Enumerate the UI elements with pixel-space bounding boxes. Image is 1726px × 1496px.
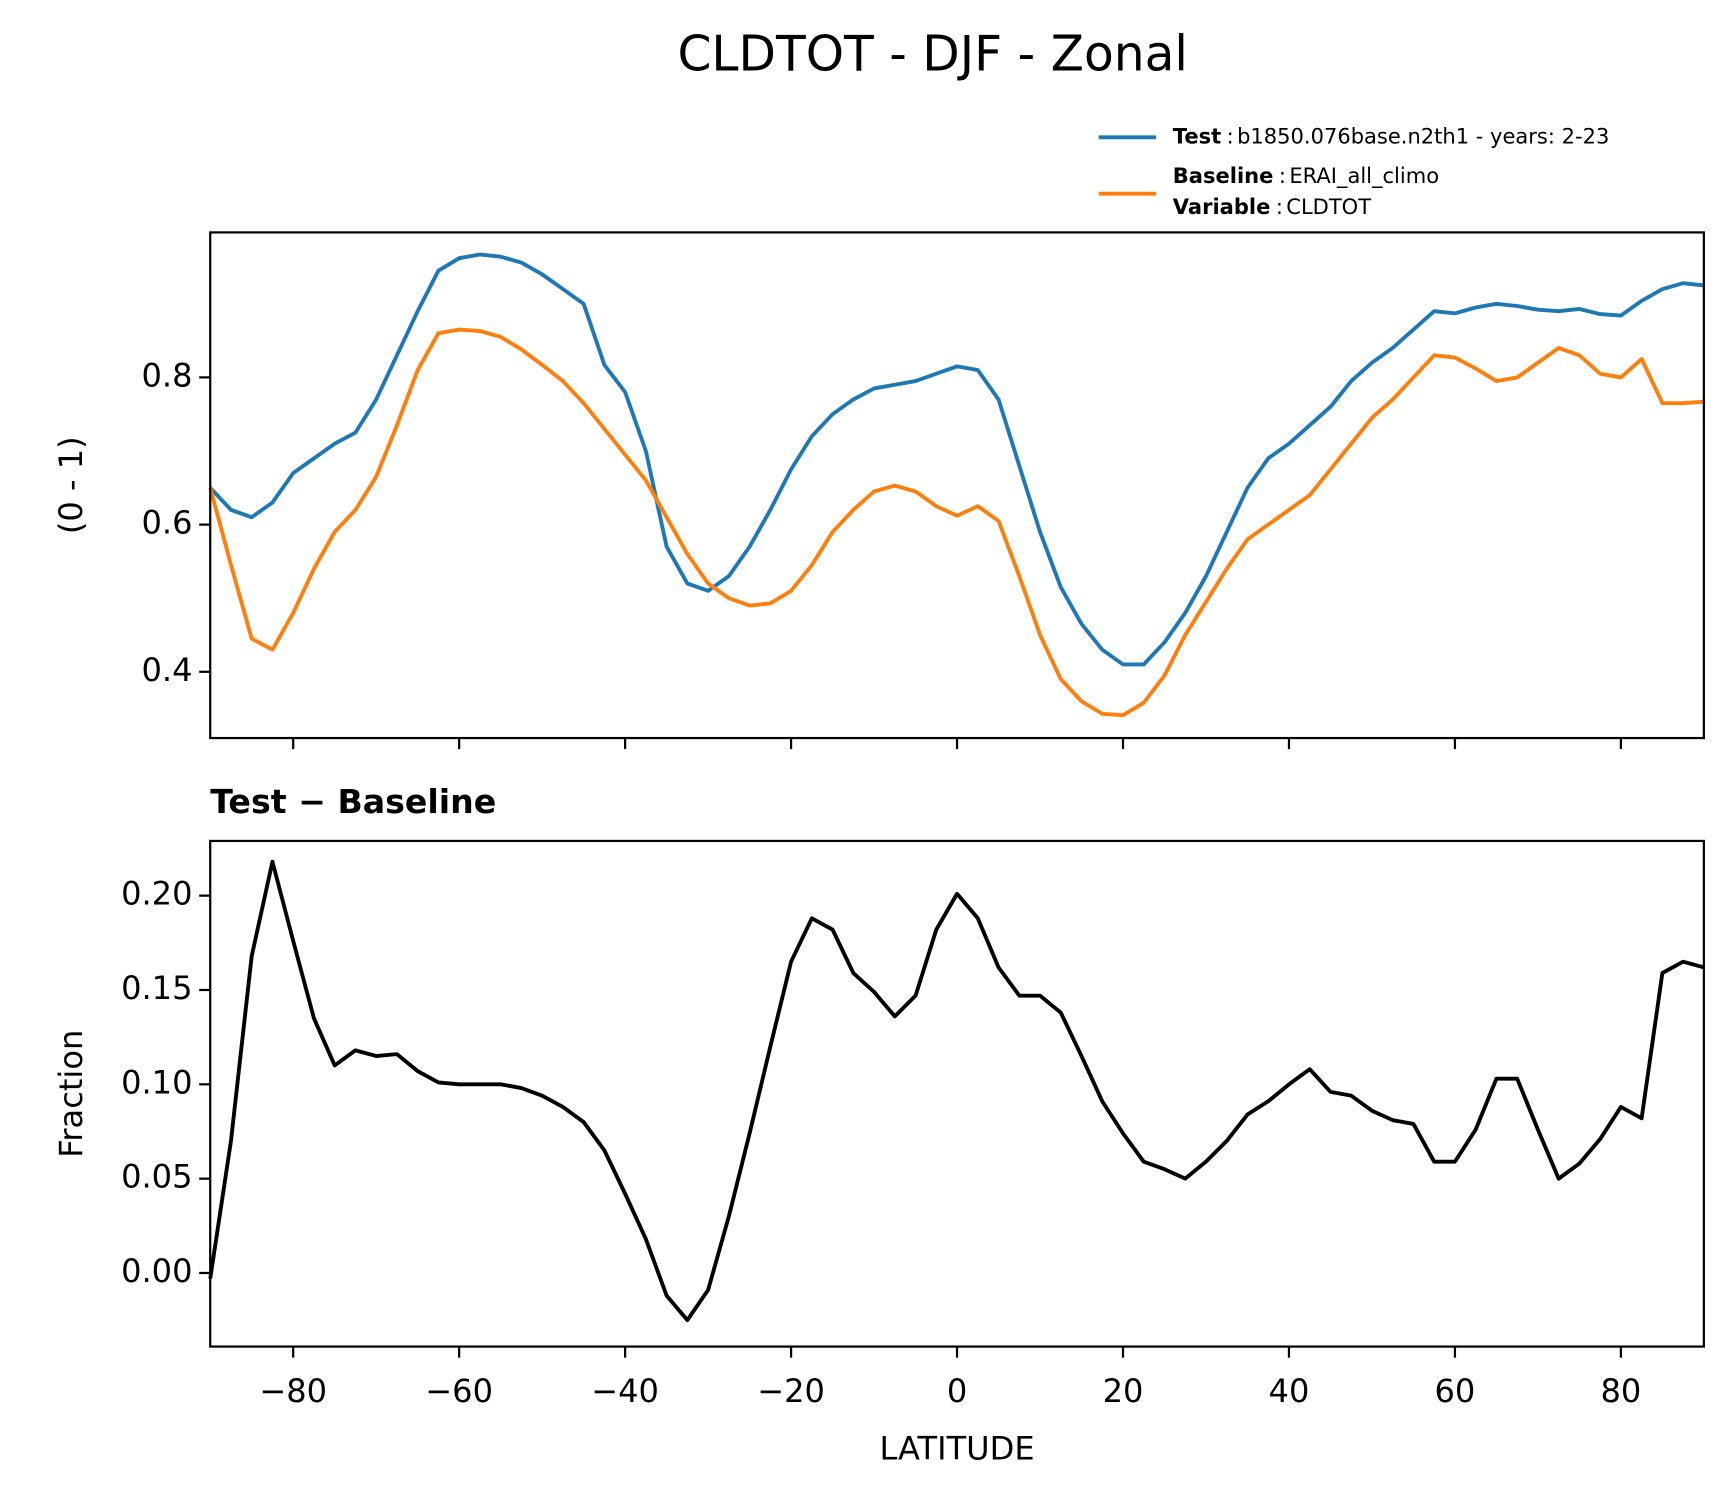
y-axis-label: (0 - 1) xyxy=(52,436,90,534)
legend-name: Baseline xyxy=(1173,163,1274,188)
legend-description: ERAI_all_climo xyxy=(1289,163,1439,188)
legend-separator: : xyxy=(1276,194,1283,219)
x-tick-label: −20 xyxy=(757,1372,825,1410)
y-tick-label: 0.00 xyxy=(121,1252,192,1290)
data-line xyxy=(208,859,1705,1323)
y-tick-label: 0.05 xyxy=(121,1158,192,1196)
subplot-title: Test − Baseline xyxy=(210,782,496,821)
legend-separator: : xyxy=(1279,163,1286,188)
x-tick-label: −80 xyxy=(259,1372,327,1410)
legend-name: Test xyxy=(1173,123,1221,148)
x-tick-label: 60 xyxy=(1435,1372,1476,1410)
figure-title: CLDTOT - DJF - Zonal xyxy=(677,27,1188,83)
data-line xyxy=(208,252,1705,667)
legend-separator: : xyxy=(1227,123,1234,148)
y-tick-label: 0.6 xyxy=(141,504,192,542)
x-axis-label: LATITUDE xyxy=(879,1430,1034,1468)
x-tick-label: −40 xyxy=(591,1372,659,1410)
y-axis-label: Fraction xyxy=(52,1030,90,1158)
y-tick-label: 0.15 xyxy=(121,969,192,1007)
legend-name: Variable xyxy=(1173,194,1271,219)
x-tick-label: 80 xyxy=(1600,1372,1641,1410)
legend-entry: Test: b1850.076base.n2th1 - years: 2-23 xyxy=(1173,123,1610,148)
y-tick-label: 0.8 xyxy=(141,356,192,394)
x-tick-label: 20 xyxy=(1103,1372,1144,1410)
plot-frame xyxy=(209,839,1705,1348)
y-tick-label: 0.20 xyxy=(121,875,192,913)
y-tick-label: 0.4 xyxy=(141,651,192,689)
legend-entry: Variable: CLDTOT xyxy=(1173,194,1371,219)
plot-frame xyxy=(209,231,1705,740)
legend-description: b1850.076base.n2th1 - years: 2-23 xyxy=(1237,123,1609,148)
y-tick-label: 0.10 xyxy=(121,1063,192,1101)
x-tick-label: −60 xyxy=(425,1372,493,1410)
legend-entry: Baseline: ERAI_all_climo xyxy=(1173,163,1439,188)
legend-description: CLDTOT xyxy=(1286,194,1371,219)
data-line xyxy=(208,327,1705,718)
x-tick-label: 40 xyxy=(1269,1372,1310,1410)
x-tick-label: 0 xyxy=(947,1372,967,1410)
